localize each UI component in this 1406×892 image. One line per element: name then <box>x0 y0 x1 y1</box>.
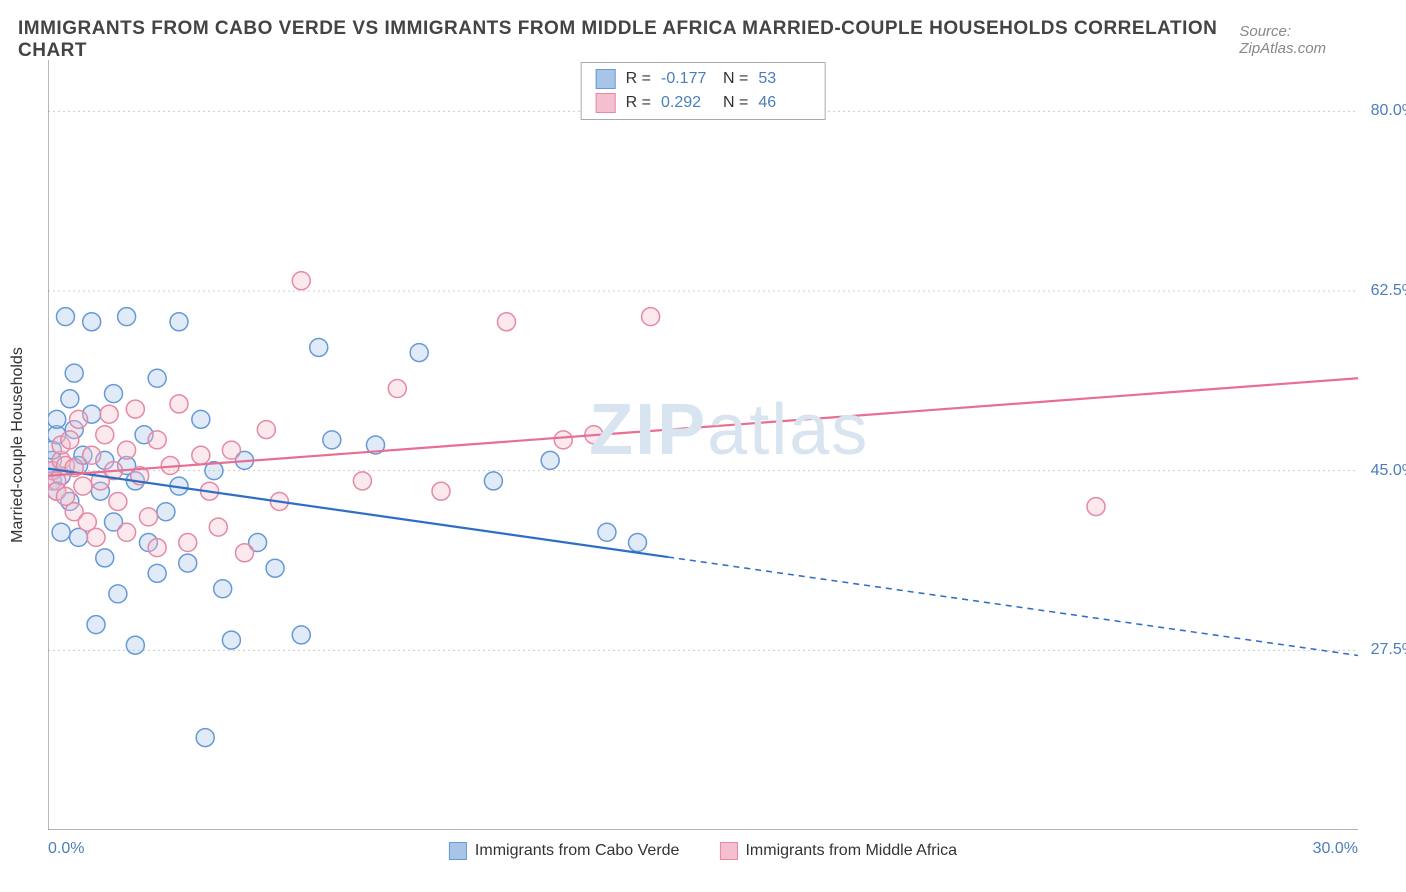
legend-item-series-0: Immigrants from Cabo Verde <box>449 842 680 860</box>
swatch-icon <box>596 93 616 113</box>
swatch-icon <box>449 842 467 860</box>
swatch-icon <box>596 69 616 89</box>
chart-title: IMMIGRANTS FROM CABO VERDE VS IMMIGRANTS… <box>18 18 1239 62</box>
x-axis-max-label: 30.0% <box>1313 840 1358 858</box>
swatch-icon <box>719 842 737 860</box>
y-tick-label: 45.0% <box>1371 462 1406 480</box>
y-tick-label: 27.5% <box>1371 641 1406 659</box>
legend-item-series-1: Immigrants from Middle Africa <box>719 842 957 860</box>
stats-legend-box: R = -0.177 N = 53 R = 0.292 N = 46 <box>581 62 826 120</box>
y-tick-label: 80.0% <box>1371 102 1406 120</box>
y-tick-label: 62.5% <box>1371 282 1406 300</box>
y-axis-label: Married-couple Households <box>9 347 27 543</box>
series-legend: Immigrants from Cabo Verde Immigrants fr… <box>449 842 957 860</box>
x-axis-min-label: 0.0% <box>48 840 84 858</box>
scatter-plot <box>48 60 1358 830</box>
stats-row-series-1: R = 0.292 N = 46 <box>596 91 811 115</box>
chart-area: Married-couple Households ZIPatlas R = -… <box>48 60 1358 830</box>
stats-row-series-0: R = -0.177 N = 53 <box>596 67 811 91</box>
source-attribution: Source: ZipAtlas.com <box>1239 23 1376 57</box>
